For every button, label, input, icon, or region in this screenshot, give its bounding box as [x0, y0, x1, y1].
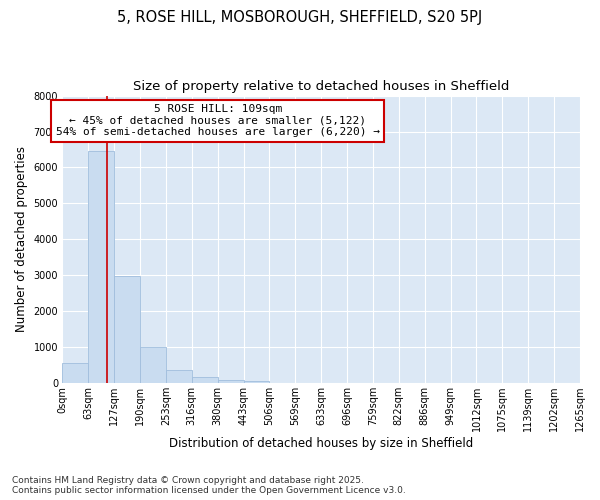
X-axis label: Distribution of detached houses by size in Sheffield: Distribution of detached houses by size …: [169, 437, 473, 450]
Text: 5 ROSE HILL: 109sqm
← 45% of detached houses are smaller (5,122)
54% of semi-det: 5 ROSE HILL: 109sqm ← 45% of detached ho…: [56, 104, 380, 138]
Text: 5, ROSE HILL, MOSBOROUGH, SHEFFIELD, S20 5PJ: 5, ROSE HILL, MOSBOROUGH, SHEFFIELD, S20…: [118, 10, 482, 25]
Bar: [88, 152, 114, 383]
Bar: [218, 380, 244, 383]
Bar: [62, 364, 88, 383]
Text: Contains HM Land Registry data © Crown copyright and database right 2025.
Contai: Contains HM Land Registry data © Crown c…: [12, 476, 406, 495]
Bar: [192, 378, 218, 383]
Bar: [244, 382, 269, 383]
Title: Size of property relative to detached houses in Sheffield: Size of property relative to detached ho…: [133, 80, 509, 93]
Y-axis label: Number of detached properties: Number of detached properties: [15, 146, 28, 332]
Bar: [166, 370, 192, 383]
Bar: [140, 347, 166, 383]
Bar: [114, 276, 140, 383]
